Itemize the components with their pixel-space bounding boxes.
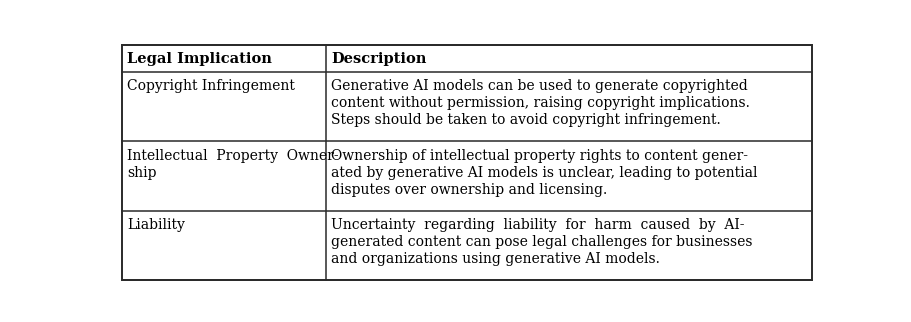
Text: Description: Description <box>331 52 425 66</box>
Text: generated content can pose legal challenges for businesses: generated content can pose legal challen… <box>331 235 752 249</box>
Text: Generative AI models can be used to generate copyrighted: Generative AI models can be used to gene… <box>331 79 747 93</box>
Text: Copyright Infringement: Copyright Infringement <box>128 79 295 93</box>
Text: ated by generative AI models is unclear, leading to potential: ated by generative AI models is unclear,… <box>331 166 757 180</box>
Text: Uncertainty  regarding  liability  for  harm  caused  by  AI-: Uncertainty regarding liability for harm… <box>331 218 743 232</box>
Text: ship: ship <box>128 166 157 180</box>
Text: Legal Implication: Legal Implication <box>128 52 272 66</box>
Text: and organizations using generative AI models.: and organizations using generative AI mo… <box>331 252 659 266</box>
Text: Liability: Liability <box>128 218 185 232</box>
Text: disputes over ownership and licensing.: disputes over ownership and licensing. <box>331 183 607 196</box>
Text: Intellectual  Property  Owner-: Intellectual Property Owner- <box>128 149 339 163</box>
Text: Steps should be taken to avoid copyright infringement.: Steps should be taken to avoid copyright… <box>331 113 720 127</box>
Text: Ownership of intellectual property rights to content gener-: Ownership of intellectual property right… <box>331 149 747 163</box>
Text: content without permission, raising copyright implications.: content without permission, raising copy… <box>331 96 749 110</box>
